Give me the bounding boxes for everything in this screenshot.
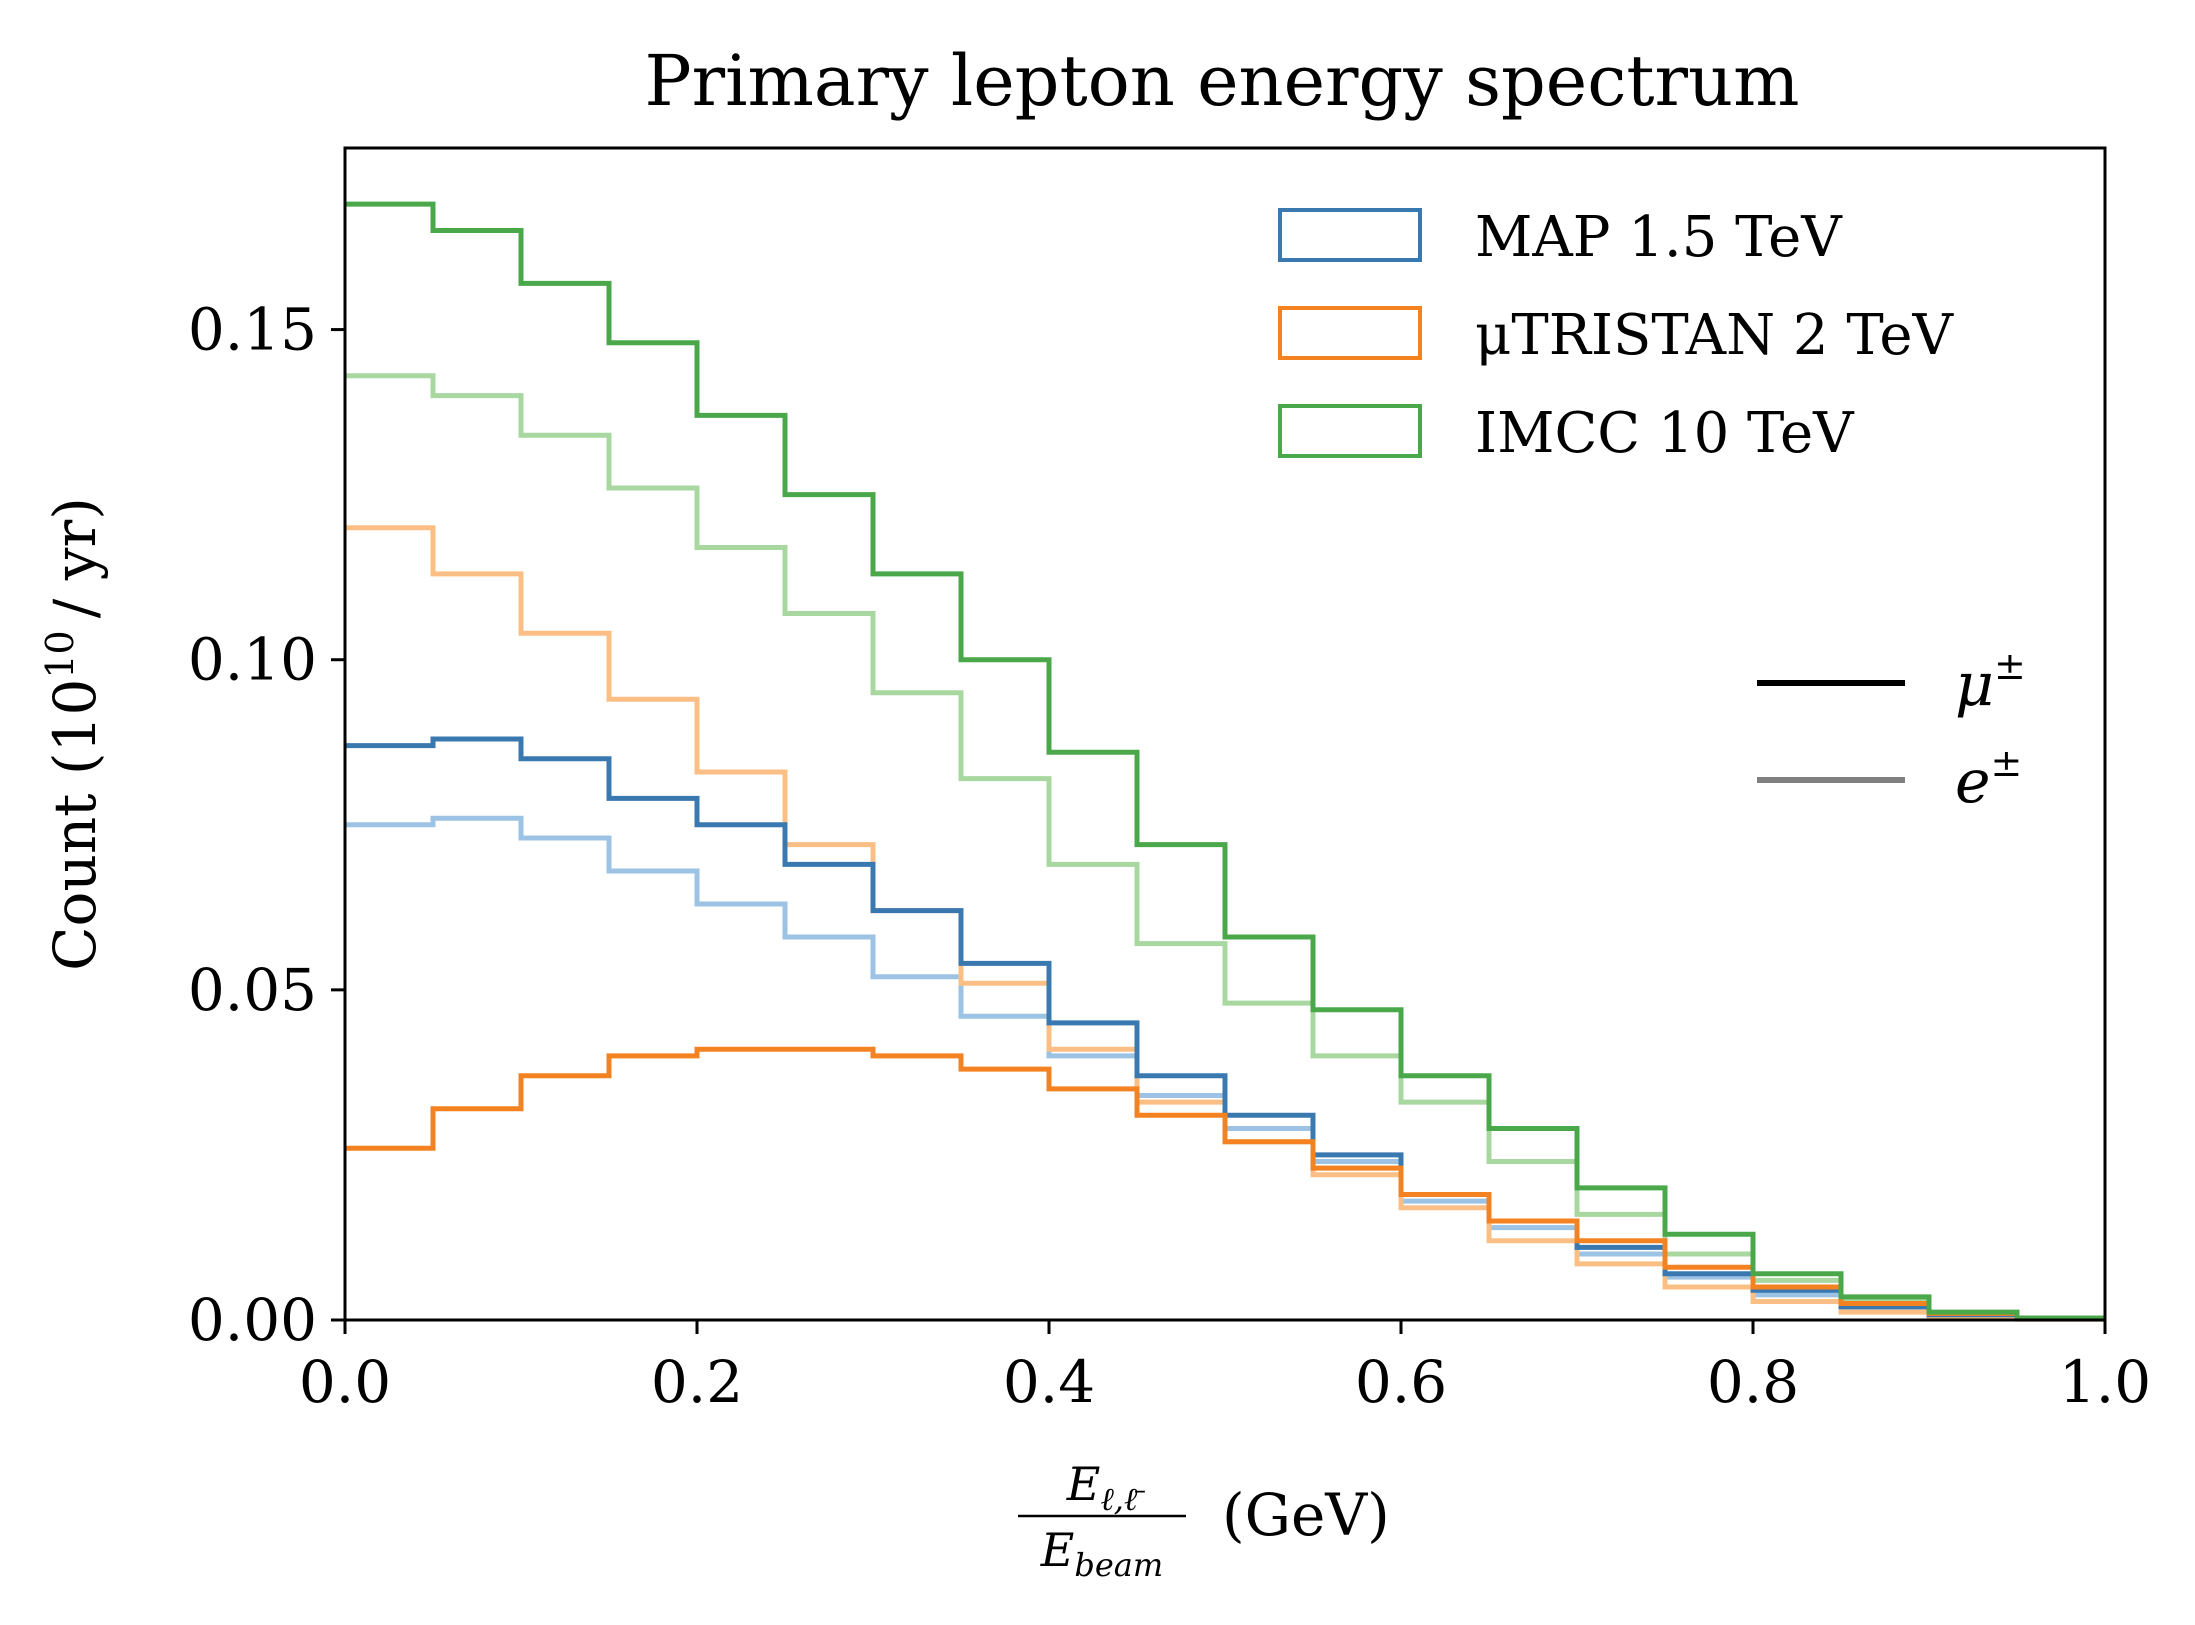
legend-label-imcc: IMCC 10 TeV	[1475, 401, 1855, 466]
legend-label-map: MAP 1.5 TeV	[1475, 205, 1843, 270]
legend-label-electron: e±	[1955, 741, 2022, 817]
x-label-denominator: Ebeam	[1040, 1523, 1163, 1584]
legend-label-muon: μ±	[1955, 644, 2026, 720]
x-label-unit: (GeV)	[1222, 1481, 1390, 1549]
legend-particles: μ± e±	[1757, 644, 2026, 817]
y-tick-label: 0.10	[188, 626, 317, 694]
series-line-map-1-5-tev-muon	[345, 736, 2105, 1322]
x-tick-label: 0.4	[1003, 1348, 1095, 1416]
series-line-imcc-10-tev-muon	[345, 201, 2105, 1321]
x-tick-label: 0.2	[651, 1348, 743, 1416]
legend-muon-symbol: μ	[1955, 650, 1994, 720]
y-axis-label-main: Count (10	[41, 679, 109, 971]
x-tick-label: 1.0	[2059, 1348, 2151, 1416]
y-axis-label: Count (1010 / yr)	[38, 497, 109, 971]
series-line-imcc-10-tev-electron	[345, 373, 2105, 1321]
series-line--tristan-2-tev-muon	[345, 1046, 2105, 1321]
legend-swatch-imcc	[1278, 404, 1422, 458]
x-tick-label: 0.6	[1355, 1348, 1447, 1416]
legend-colliders: MAP 1.5 TeV μTRISTAN 2 TeV IMCC 10 TeV	[1278, 205, 1955, 466]
y-tick-label: 0.00	[188, 1286, 317, 1354]
x-tick-label: 0.8	[1707, 1348, 1799, 1416]
plot-frame	[343, 146, 2107, 1322]
legend-swatch-mutristan	[1278, 306, 1422, 360]
legend-swatch-map	[1278, 208, 1422, 262]
chart-title: Primary lepton energy spectrum	[645, 40, 1800, 122]
y-tick-label: 0.05	[188, 956, 317, 1024]
x-label-num-symbol: E	[1066, 1457, 1101, 1511]
series-layer	[345, 201, 2105, 1322]
x-tick-label: 0.0	[299, 1348, 391, 1416]
y-axis-label-sup: 10	[38, 630, 82, 678]
legend-label-mutristan: μTRISTAN 2 TeV	[1475, 303, 1955, 368]
y-axis-label-tail: / yr)	[41, 497, 109, 618]
legend-muon-sup: ±	[1994, 644, 2026, 688]
y-tick-label: 0.15	[188, 296, 317, 364]
x-label-den-sub: beam	[1074, 1546, 1163, 1584]
ticks-layer: 0.0 0.2 0.4 0.6 0.8 1.0 0.00 0.05 0.10 0.15	[188, 296, 2151, 1416]
x-label-den-symbol: E	[1040, 1523, 1075, 1577]
legend-electron-sup: ±	[1991, 741, 2023, 785]
x-axis-label: Eℓ,ℓ̄ Ebeam (GeV)	[1018, 1457, 1390, 1584]
legend-electron-symbol: e	[1955, 747, 1991, 817]
